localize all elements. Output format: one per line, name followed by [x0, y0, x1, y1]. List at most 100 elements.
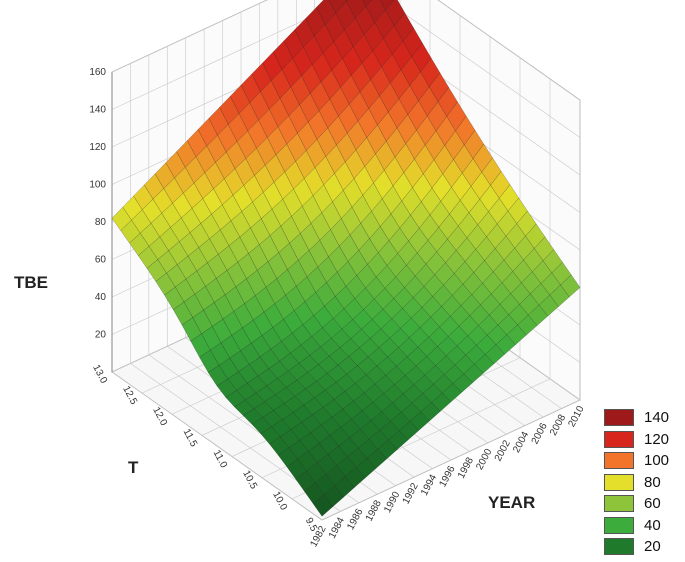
surface-cell [379, 0, 395, 11]
surface-mesh [111, 0, 581, 517]
year-tick-label: 1992 [401, 481, 421, 506]
surface-cell [174, 278, 196, 303]
surface-cell [164, 286, 185, 310]
legend: 140 120 100 80 60 40 20 [604, 407, 682, 558]
surface-cell [192, 309, 213, 335]
surface-cell [245, 147, 266, 176]
surface-cell [231, 327, 252, 352]
surface-cell [538, 294, 559, 317]
surface-cell [141, 198, 163, 224]
surface-cell [246, 269, 267, 296]
year-tick-label: 1996 [437, 464, 457, 489]
surface-cell [277, 447, 299, 468]
year-tick-label: 1984 [327, 515, 347, 540]
surface-cell [226, 261, 247, 288]
legend-item: 40 [604, 515, 682, 537]
surface-cell [168, 241, 189, 265]
z-tick-label: 20 [95, 330, 107, 341]
surface-cell [240, 73, 261, 104]
surface-cell [205, 278, 226, 303]
legend-label: 40 [644, 516, 661, 534]
legend-swatch [604, 516, 634, 534]
surface-cell [345, 0, 349, 3]
surface-cell [111, 206, 132, 232]
legend-item: 60 [604, 493, 682, 515]
surface-cell [230, 211, 251, 238]
surface-cell [193, 172, 214, 200]
surface-cell [241, 201, 262, 229]
surface-cell [209, 229, 230, 255]
year-tick-label: 2004 [511, 430, 531, 455]
legend-item: 100 [604, 450, 682, 472]
grid-line [111, 371, 323, 521]
surface-cell [286, 458, 307, 480]
legend-swatch [604, 452, 634, 470]
surface-cell [207, 364, 229, 387]
surface-cell [217, 245, 239, 271]
year-tick-label: 1990 [382, 490, 402, 515]
z-tick-label: 160 [89, 67, 106, 78]
surface-cell [236, 382, 257, 401]
legend-item: 20 [604, 536, 682, 558]
surface-cell [198, 238, 219, 264]
legend-swatch [604, 409, 634, 427]
surface-cell [234, 158, 255, 186]
legend-item: 140 [604, 407, 682, 429]
year-tick-label: 1994 [419, 472, 439, 497]
z-tick-label: 60 [95, 255, 107, 266]
grid-line [437, 0, 581, 101]
legend-swatch [604, 430, 634, 448]
legend-swatch [604, 495, 634, 513]
surface-cell [251, 417, 272, 435]
surface-cell [154, 162, 175, 189]
legend-item: 120 [604, 429, 682, 451]
surface-cell [549, 284, 570, 307]
surface-cell [269, 436, 290, 456]
legend-item: 80 [604, 472, 682, 494]
surface-cell [207, 253, 228, 279]
z-tick-label: 120 [89, 142, 106, 153]
z-tick-label: 140 [89, 105, 106, 116]
surface-cell [176, 255, 198, 280]
legend-label: 20 [644, 538, 661, 556]
surface-cell [137, 245, 159, 269]
surface-cell [183, 293, 204, 318]
surface-cell [304, 482, 325, 505]
surface-cell [250, 218, 271, 246]
z-tick-label: 40 [95, 292, 107, 303]
surface-cell [219, 220, 241, 247]
surface-cell [211, 318, 233, 344]
z-tick-label: 100 [89, 180, 106, 191]
surface-cell [560, 274, 581, 298]
year-axis-title: YEAR [488, 493, 535, 512]
surface-cell [240, 342, 261, 365]
t-tick-label: 13.0 [90, 363, 109, 386]
legend-label: 100 [644, 452, 670, 470]
t-axis-title: T [128, 458, 139, 477]
surface-cell [251, 62, 272, 93]
surface-cell [250, 335, 272, 358]
legend-swatch [604, 538, 634, 556]
legend-swatch [604, 473, 634, 491]
year-tick-label: 1998 [456, 455, 476, 480]
year-tick-label: 2002 [493, 438, 513, 463]
legend-label: 140 [644, 409, 670, 427]
year-tick-label: 1988 [364, 498, 384, 523]
surface-cell [185, 270, 206, 295]
surface-cell [527, 304, 549, 326]
surface-cell [189, 223, 210, 248]
z-axis-title: TBE [14, 273, 48, 292]
year-tick-label: 1986 [345, 507, 365, 532]
surface-cell [176, 140, 197, 168]
surface-cell [247, 119, 268, 149]
year-tick-label: 2008 [548, 412, 568, 437]
surface-cell [252, 191, 273, 220]
surface-cell [517, 314, 538, 336]
legend-label: 60 [644, 495, 661, 513]
year-tick-label: 2006 [530, 421, 550, 446]
surface-cell [362, 0, 373, 7]
z-tick-label: 80 [95, 217, 107, 228]
surface-cell [199, 349, 220, 373]
legend-label: 120 [644, 430, 670, 448]
